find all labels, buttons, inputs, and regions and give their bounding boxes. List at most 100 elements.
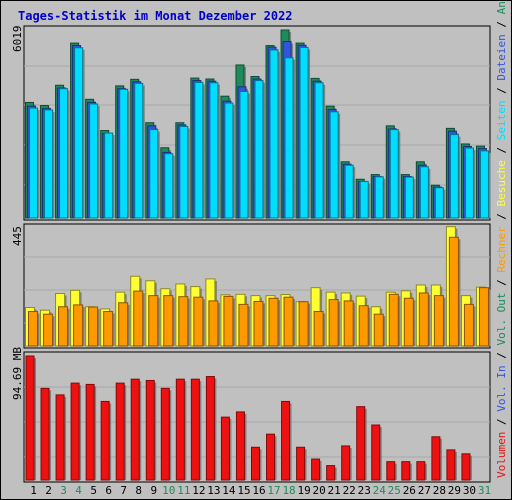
bar-seiten-18 — [284, 57, 294, 219]
x-label-day-5: 5 — [90, 484, 97, 497]
x-label-day-16: 16 — [252, 484, 265, 497]
bar-volumen-5 — [85, 383, 95, 481]
bar-seiten-3 — [59, 88, 69, 219]
bar-seiten-23 — [359, 180, 369, 219]
bar-volumen-4 — [70, 382, 80, 481]
x-label-day-17: 17 — [267, 484, 280, 497]
bar-volumen-2 — [40, 387, 50, 481]
x-axis-labels: 1 2 3 4 5 6 7 8 9 10 11 12 13 14 15 16 17 18 19 20 21 22 23 24 2… — [30, 484, 491, 497]
right-legend-part-13: / — [495, 14, 508, 34]
bar-volumen-21 — [326, 465, 336, 481]
bar-seiten-9 — [149, 129, 159, 219]
x-label-day-29: 29 — [448, 484, 461, 497]
x-label-day-3: 3 — [60, 484, 67, 497]
bar-rechner-8 — [133, 290, 144, 347]
bar-rechner-11 — [178, 296, 189, 347]
x-label-day-28: 28 — [433, 484, 446, 497]
bar-seiten-27 — [419, 166, 429, 219]
panel-middle-bars — [25, 226, 491, 347]
bar-seiten-14 — [224, 102, 234, 219]
bar-volumen-13 — [205, 376, 215, 481]
bar-seiten-13 — [209, 82, 219, 219]
bar-seiten-28 — [434, 187, 444, 219]
bar-rechner-1 — [28, 311, 38, 347]
bar-seiten-12 — [194, 81, 204, 219]
bar-rechner-20 — [313, 311, 324, 347]
bar-rechner-4 — [73, 304, 84, 347]
bar-volumen-18 — [281, 400, 291, 481]
bar-seiten-11 — [179, 125, 189, 219]
panel-middle-ymax-label: 445 — [11, 226, 24, 246]
bar-volumen-10 — [160, 387, 170, 481]
x-label-day-23: 23 — [358, 484, 371, 497]
bar-volumen-6 — [100, 400, 110, 481]
bar-rechner-29 — [448, 236, 459, 347]
bar-volumen-20 — [311, 458, 321, 481]
bar-seiten-7 — [119, 88, 129, 219]
bar-rechner-30 — [463, 303, 474, 347]
bar-rechner-3 — [58, 306, 69, 347]
bar-seiten-25 — [389, 129, 399, 219]
right-legend-part-0: Volumen — [495, 432, 508, 478]
x-label-day-22: 22 — [343, 484, 356, 497]
bar-volumen-12 — [190, 378, 200, 481]
bar-volumen-22 — [341, 445, 351, 481]
bar-volumen-3 — [55, 394, 65, 481]
bar-seiten-5 — [89, 103, 99, 219]
right-legend-part-5: / — [495, 273, 508, 293]
right-legend-part-2: Vol. In — [495, 365, 508, 411]
bar-rechner-13 — [208, 300, 219, 347]
x-label-day-14: 14 — [222, 484, 236, 497]
x-label-day-10: 10 — [162, 484, 175, 497]
bar-rechner-7 — [118, 302, 129, 347]
x-label-day-19: 19 — [297, 484, 310, 497]
bar-seiten-6 — [104, 132, 114, 219]
x-label-day-8: 8 — [135, 484, 142, 497]
right-legend-part-12: Dateien — [495, 34, 508, 80]
bar-rechner-24 — [373, 313, 384, 347]
bar-volumen-25 — [386, 461, 396, 481]
bar-rechner-5 — [88, 306, 99, 347]
right-legend-part-8: Besuche — [495, 160, 508, 206]
x-label-day-20: 20 — [313, 484, 326, 497]
bar-rechner-26 — [403, 297, 414, 347]
bar-volumen-28 — [431, 436, 441, 481]
bar-rechner-19 — [298, 301, 309, 347]
bar-volumen-11 — [175, 378, 185, 481]
bar-rechner-16 — [253, 300, 264, 347]
x-label-day-12: 12 — [192, 484, 205, 497]
bar-rechner-18 — [283, 296, 294, 347]
chart-title: Tages-Statistik im Monat Dezember 2022 — [18, 9, 293, 23]
bar-seiten-31 — [479, 150, 489, 219]
bar-seiten-8 — [134, 82, 144, 219]
bar-seiten-4 — [74, 47, 84, 219]
bar-volumen-9 — [145, 379, 155, 481]
bar-seiten-2 — [44, 109, 54, 219]
bar-rechner-2 — [43, 313, 54, 347]
x-label-day-18: 18 — [282, 484, 295, 497]
right-legend-part-1: / — [495, 412, 508, 432]
bar-volumen-30 — [461, 453, 471, 481]
bar-volumen-14 — [220, 416, 230, 481]
bar-volumen-8 — [130, 378, 140, 481]
right-legend-part-11: / — [495, 81, 508, 101]
bar-seiten-17 — [269, 49, 279, 219]
bar-rechner-10 — [163, 295, 174, 347]
bar-rechner-28 — [433, 295, 444, 347]
x-label-day-13: 13 — [207, 484, 220, 497]
bar-seiten-20 — [314, 82, 324, 219]
bar-rechner-15 — [238, 303, 249, 347]
x-label-day-6: 6 — [105, 484, 112, 497]
bar-seiten-24 — [374, 176, 384, 219]
bar-seiten-10 — [164, 153, 174, 219]
right-legend-part-10: Seiten — [495, 100, 508, 140]
right-legend-part-6: Rechner — [495, 226, 508, 273]
bar-volumen-23 — [356, 406, 366, 481]
right-legend: Volumen / Vol. In / Vol. Out / Rechner /… — [495, 0, 508, 478]
bar-volumen-29 — [446, 449, 456, 481]
bar-rechner-14 — [223, 295, 234, 347]
bar-rechner-25 — [388, 293, 399, 347]
bar-volumen-16 — [250, 446, 260, 481]
x-label-day-30: 30 — [463, 484, 476, 497]
bar-volumen-24 — [371, 424, 381, 481]
